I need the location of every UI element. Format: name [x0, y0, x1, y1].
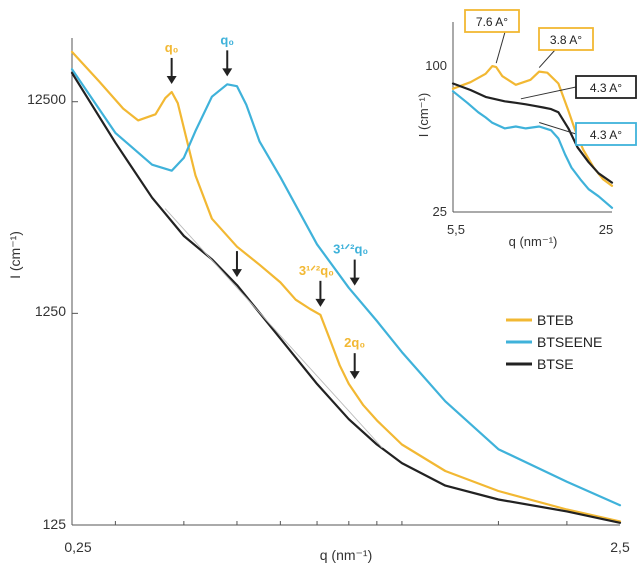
- inset-annotation-box-0: [464, 9, 520, 33]
- main-annotation-arrow-1-head: [222, 68, 233, 77]
- main-annotation-arrow-2-head: [231, 269, 242, 278]
- main-y-tick-label-1250: 1250: [35, 303, 66, 319]
- main-annotation-label-4: 3¹ᐟ²q₀: [333, 242, 368, 257]
- main-x-axis-label: q (nm⁻¹): [320, 547, 373, 563]
- main-y-axis-label: I (cm⁻¹): [7, 231, 23, 279]
- main-x-tick-label-min: 0,25: [64, 539, 91, 555]
- main-series-line-bteb: [70, 50, 622, 523]
- inset-annotation-label-3: 4.3 A°: [590, 128, 622, 142]
- main-series-line-reference: [164, 208, 383, 449]
- main-y-ticks: [72, 101, 78, 526]
- main-x-ticks: [114, 521, 568, 525]
- main-annotation-arrow-0-head: [166, 75, 177, 84]
- main-axes: [71, 38, 620, 526]
- main-y-tick-label-125: 125: [43, 516, 67, 532]
- inset-series-line-btseene: [451, 90, 614, 209]
- inset-annotation-label-2: 4.3 A°: [590, 81, 622, 95]
- inset-annotation-leader-3: [539, 122, 577, 135]
- inset-series-line-bteb: [451, 65, 614, 187]
- main-annotations: q₀ q₀ 3¹ᐟ²q₀ 3¹ᐟ²q₀ 2q₀: [165, 32, 368, 380]
- main-annotation-label-1: q₀: [220, 32, 234, 47]
- inset-annotations: 7.6 A° 3.8 A° 4.3 A° 4.3 A°: [464, 9, 637, 146]
- legend: BTEB BTSEENE BTSE: [506, 312, 602, 372]
- inset-annotation-label-1: 3.8 A°: [550, 33, 582, 47]
- inset-annotation-leader-2: [520, 86, 577, 100]
- legend-label-bteb: BTEB: [537, 312, 574, 328]
- inset-x-tick-label-max: 25: [599, 222, 613, 237]
- inset-y-tick-label-25: 25: [433, 204, 447, 219]
- inset-y-axis-label: I (cm⁻¹): [416, 93, 431, 137]
- inset-chart: 7.6 A° 3.8 A° 4.3 A° 4.3 A° 100 25 5,5 25 q…: [416, 9, 637, 249]
- inset-y-tick-label-100: 100: [425, 58, 447, 73]
- inset-series-group: [451, 65, 614, 209]
- main-series-line-btse: [70, 71, 622, 524]
- main-annotation-arrow-5-head: [349, 371, 360, 380]
- main-x-tick-label-max: 2,5: [610, 539, 630, 555]
- main-annotation-arrow-3-head: [315, 298, 326, 307]
- inset-series-line-btse: [451, 82, 614, 184]
- main-annotation-label-3: 3¹ᐟ²q₀: [299, 263, 334, 278]
- main-annotation-label-0: q₀: [165, 40, 179, 55]
- inset-annotation-leader-1: [538, 49, 556, 68]
- legend-label-btse: BTSE: [537, 356, 574, 372]
- inset-x-axis-label: q (nm⁻¹): [509, 234, 558, 249]
- inset-annotation-box-1: [538, 27, 594, 51]
- main-series-group: [70, 50, 622, 524]
- main-annotation-arrow-4-head: [349, 277, 360, 286]
- main-y-tick-label-12500: 12500: [27, 91, 66, 107]
- main-series-line-btseene: [70, 68, 622, 507]
- inset-annotation-box-2: [575, 75, 637, 99]
- inset-x-tick-label-min: 5,5: [447, 222, 465, 237]
- inset-annotation-label-0: 7.6 A°: [476, 15, 508, 29]
- inset-annotation-box-3: [575, 122, 637, 146]
- legend-label-btseene: BTSEENE: [537, 334, 602, 350]
- main-annotation-label-5: 2q₀: [344, 335, 365, 350]
- inset-annotation-leader-0: [495, 31, 506, 64]
